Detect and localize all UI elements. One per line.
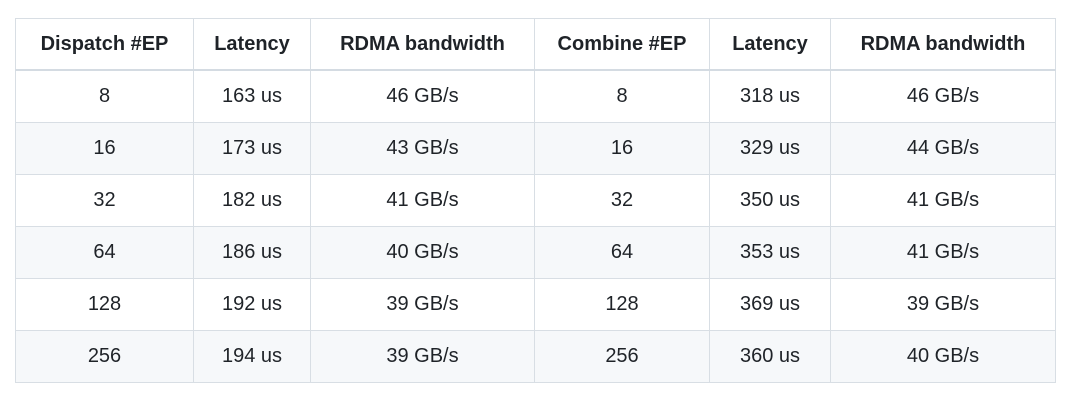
table-row: 256 194 us 39 GB/s 256 360 us 40 GB/s xyxy=(15,330,1056,383)
header-row: Dispatch #EP Latency RDMA bandwidth Comb… xyxy=(15,18,1056,71)
table-cell: 43 GB/s xyxy=(310,122,535,175)
table-cell: 256 xyxy=(534,330,710,383)
table-cell: 41 GB/s xyxy=(830,226,1056,279)
table-cell: 40 GB/s xyxy=(310,226,535,279)
table-cell: 8 xyxy=(15,69,194,123)
table-cell: 360 us xyxy=(709,330,831,383)
table-cell: 163 us xyxy=(193,69,311,123)
table-cell: 8 xyxy=(534,69,710,123)
table-cell: 353 us xyxy=(709,226,831,279)
table-cell: 44 GB/s xyxy=(830,122,1056,175)
table-row: 64 186 us 40 GB/s 64 353 us 41 GB/s xyxy=(15,226,1056,279)
table-cell: 16 xyxy=(534,122,710,175)
table-row: 128 192 us 39 GB/s 128 369 us 39 GB/s xyxy=(15,278,1056,331)
column-header-combine-latency: Latency xyxy=(709,18,831,71)
table-cell: 39 GB/s xyxy=(310,330,535,383)
table-cell: 41 GB/s xyxy=(830,174,1056,227)
column-header-dispatch-latency: Latency xyxy=(193,18,311,71)
page: Dispatch #EP Latency RDMA bandwidth Comb… xyxy=(15,18,1056,383)
table-cell: 192 us xyxy=(193,278,311,331)
column-header-combine-ep: Combine #EP xyxy=(534,18,710,71)
table-cell: 350 us xyxy=(709,174,831,227)
table-cell: 128 xyxy=(534,278,710,331)
table-cell: 194 us xyxy=(193,330,311,383)
table-cell: 256 xyxy=(15,330,194,383)
table-row: 16 173 us 43 GB/s 16 329 us 44 GB/s xyxy=(15,122,1056,175)
table-cell: 32 xyxy=(534,174,710,227)
column-header-dispatch-rdma-bandwidth: RDMA bandwidth xyxy=(310,18,535,71)
table-cell: 32 xyxy=(15,174,194,227)
table-cell: 182 us xyxy=(193,174,311,227)
table-cell: 16 xyxy=(15,122,194,175)
table-row: 8 163 us 46 GB/s 8 318 us 46 GB/s xyxy=(15,69,1056,123)
table-cell: 39 GB/s xyxy=(310,278,535,331)
table-cell: 46 GB/s xyxy=(310,69,535,123)
table-cell: 46 GB/s xyxy=(830,69,1056,123)
table-cell: 318 us xyxy=(709,69,831,123)
table-cell: 39 GB/s xyxy=(830,278,1056,331)
table-cell: 128 xyxy=(15,278,194,331)
column-header-combine-rdma-bandwidth: RDMA bandwidth xyxy=(830,18,1056,71)
table-cell: 64 xyxy=(534,226,710,279)
table-cell: 173 us xyxy=(193,122,311,175)
table-cell: 40 GB/s xyxy=(830,330,1056,383)
table-cell: 41 GB/s xyxy=(310,174,535,227)
table-cell: 329 us xyxy=(709,122,831,175)
table-cell: 369 us xyxy=(709,278,831,331)
table-row: 32 182 us 41 GB/s 32 350 us 41 GB/s xyxy=(15,174,1056,227)
column-header-dispatch-ep: Dispatch #EP xyxy=(15,18,194,71)
table-cell: 186 us xyxy=(193,226,311,279)
benchmark-table: Dispatch #EP Latency RDMA bandwidth Comb… xyxy=(15,18,1056,383)
table-cell: 64 xyxy=(15,226,194,279)
